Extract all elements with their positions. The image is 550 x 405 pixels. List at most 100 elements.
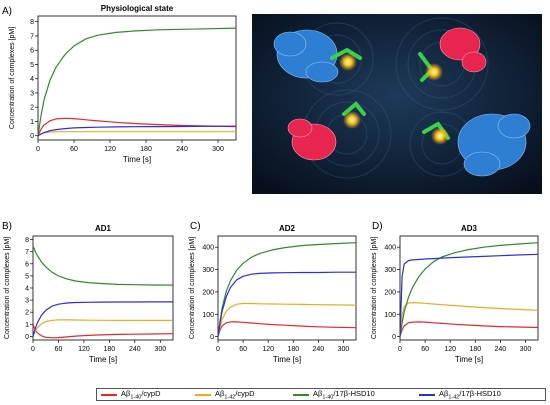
panel-label-b: B) [2,221,12,232]
series-line-0 [399,321,539,337]
legend-swatch-green [293,393,309,396]
x-tick-label: 300 [154,346,166,353]
y-tick-label: 200 [384,289,396,296]
y-tick-label: 1 [30,119,34,126]
series-line-2 [217,242,357,337]
x-tick-label: 180 [104,346,116,353]
legend-item: Aβ1-40/cypD [101,389,161,400]
chart-ad1: B) AD1 0 60 120 180 240 300 0 1 2 3 4 5 6 7 8 Time [s] Co… [2,221,174,364]
chart-ad3: D) AD3 0 60 120 180 240 300 0 100 200 300 400 Time [… [371,221,539,364]
panel-label-d: D) [372,221,383,232]
x-axis-label: Time [s] [455,355,483,364]
x-tick-label: 120 [444,346,456,353]
series-line-0 [217,321,357,337]
series-line-0 [32,324,174,339]
y-tick-label: 300 [202,267,214,274]
chart-ad2: C) AD2 0 60 120 180 240 300 0 100 200 300 400 Time [… [189,221,357,364]
x-tick-label: 180 [140,146,152,153]
x-axis-label: Time [s] [273,355,301,364]
y-tick-label: 7 [25,249,29,256]
x-tick-label: 60 [55,346,63,353]
plot-frame [399,235,539,341]
x-tick-label: 240 [129,346,141,353]
series-line-3 [399,253,539,337]
x-tick-label: 0 [36,146,40,153]
series-line-1 [37,131,236,137]
y-tick-label: 8 [30,19,34,26]
x-tick-label: 60 [421,346,429,353]
y-axis-label: Concentration of complexes [pM] [9,27,16,129]
x-tick-label: 240 [495,346,507,353]
y-tick-label: 200 [202,289,214,296]
y-tick-label: 400 [384,245,396,252]
chart-title: AD3 [461,224,478,233]
plot-frame [217,235,357,341]
y-tick-label: 0 [25,334,29,341]
x-tick-label: 300 [338,346,350,353]
legend-swatch-red [101,393,117,396]
y-tick-label: 0 [30,133,34,140]
chart-title: Physiological state [101,4,174,13]
x-tick-label: 120 [262,346,274,353]
y-tick-label: 6 [25,261,29,268]
x-tick-label: 0 [31,346,35,353]
y-tick-label: 0 [392,334,396,341]
y-tick-label: 400 [202,245,214,252]
y-tick-label: 2 [25,310,29,317]
x-tick-label: 180 [469,346,481,353]
panel-label-a: A) [2,6,12,17]
legend-item: Aβ1-42/17β-HSD10 [419,389,501,400]
x-tick-label: 240 [176,146,188,153]
y-tick-label: 5 [30,62,34,69]
plot-frame [32,235,174,341]
legend-swatch-orange [195,393,211,396]
y-tick-label: 4 [25,286,29,293]
panel-label-c: C) [190,221,201,232]
series-line-2 [399,242,539,337]
chart-physiological-state: A) Physiological state 0 60 120 180 240 300 0 1 2… [2,4,237,164]
y-tick-label: 8 [25,237,29,244]
legend-item: Aβ1-40/17β-HSD10 [293,389,375,400]
x-tick-label: 300 [212,146,224,153]
legend-label: Aβ1-42/17β-HSD10 [439,388,501,401]
x-tick-label: 60 [239,346,247,353]
chart-title: AD2 [279,224,296,233]
x-tick-label: 240 [313,346,325,353]
y-tick-label: 6 [30,48,34,55]
y-tick-label: 100 [202,312,214,319]
chart-title: AD1 [95,224,112,233]
y-axis-label: Concentration of complexes [pM] [189,237,196,339]
y-tick-label: 7 [30,33,34,40]
y-tick-label: 0 [210,334,214,341]
y-axis-label: Concentration of complexes [pM] [371,237,378,339]
x-tick-label: 0 [398,346,402,353]
y-tick-label: 2 [30,105,34,112]
legend-label: Aβ1-40/cypD [121,388,161,401]
series-line-3 [37,125,237,137]
protein-complex-illustration [252,14,542,194]
y-tick-label: 100 [384,312,396,319]
legend-swatch-blue [419,393,435,396]
x-tick-label: 0 [216,346,220,353]
series-line-1 [32,319,173,337]
y-tick-label: 5 [25,273,29,280]
chart-legend: Aβ1-40/cypD Aβ1-42/cypD Aβ1-40/17β-HSD10… [96,388,546,401]
series-line-3 [217,271,356,337]
series-line-2 [32,245,174,286]
legend-label: Aβ1-42/cypD [215,388,255,401]
series-line-1 [217,302,357,337]
protein-complex-image-icon [252,14,542,194]
x-axis-label: Time [s] [89,355,117,364]
y-tick-label: 1 [25,322,29,329]
y-axis-label: Concentration of complexes [pM] [4,237,11,339]
x-tick-label: 60 [70,146,78,153]
x-tick-label: 300 [520,346,532,353]
x-tick-label: 180 [287,346,299,353]
y-tick-label: 3 [25,298,29,305]
x-tick-label: 120 [78,346,90,353]
plot-frame [37,15,237,141]
y-tick-label: 4 [30,76,34,83]
series-line-1 [399,301,539,337]
x-tick-label: 120 [104,146,116,153]
series-line-2 [37,27,237,136]
